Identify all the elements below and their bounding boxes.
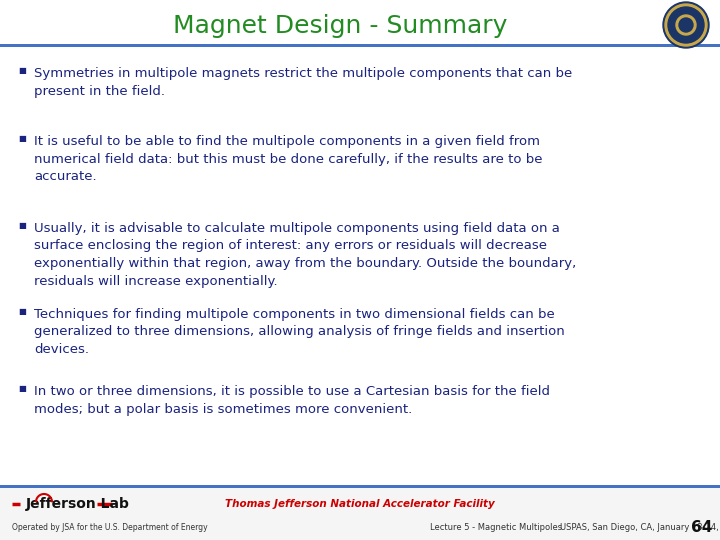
- Bar: [0, 44, 720, 47]
- Text: Lecture 5 - Magnetic Multipoles: Lecture 5 - Magnetic Multipoles: [430, 523, 562, 531]
- Text: Usually, it is advisable to calculate multipole components using field data on a: Usually, it is advisable to calculate mu…: [34, 222, 576, 287]
- Text: ■: ■: [18, 384, 26, 393]
- Text: ■: ■: [18, 221, 26, 230]
- Text: Jefferson Lab: Jefferson Lab: [26, 497, 130, 511]
- Text: ■: ■: [18, 307, 26, 316]
- Circle shape: [679, 18, 693, 32]
- Text: It is useful to be able to find the multipole components in a given field from
n: It is useful to be able to find the mult…: [34, 135, 542, 183]
- Text: Operated by JSA for the U.S. Department of Energy: Operated by JSA for the U.S. Department …: [12, 523, 207, 531]
- Text: Thomas Jefferson National Accelerator Facility: Thomas Jefferson National Accelerator Fa…: [225, 499, 495, 509]
- Text: In two or three dimensions, it is possible to use a Cartesian basis for the fiel: In two or three dimensions, it is possib…: [34, 385, 550, 415]
- Text: Techniques for finding multipole components in two dimensional fields can be
gen: Techniques for finding multipole compone…: [34, 308, 564, 356]
- Text: USPAS, San Diego, CA, January 13-24, 2020: USPAS, San Diego, CA, January 13-24, 202…: [560, 523, 720, 531]
- Text: Symmetries in multipole magnets restrict the multipole components that can be
pr: Symmetries in multipole magnets restrict…: [34, 67, 572, 98]
- Circle shape: [668, 7, 704, 43]
- Text: ■: ■: [18, 134, 26, 143]
- Text: ■: ■: [18, 66, 26, 75]
- Text: Magnet Design - Summary: Magnet Design - Summary: [173, 14, 507, 38]
- Bar: [0, 488, 720, 540]
- Circle shape: [663, 2, 709, 48]
- Bar: [0, 485, 720, 488]
- Circle shape: [676, 15, 696, 35]
- Text: 64: 64: [690, 519, 712, 535]
- Circle shape: [665, 4, 707, 46]
